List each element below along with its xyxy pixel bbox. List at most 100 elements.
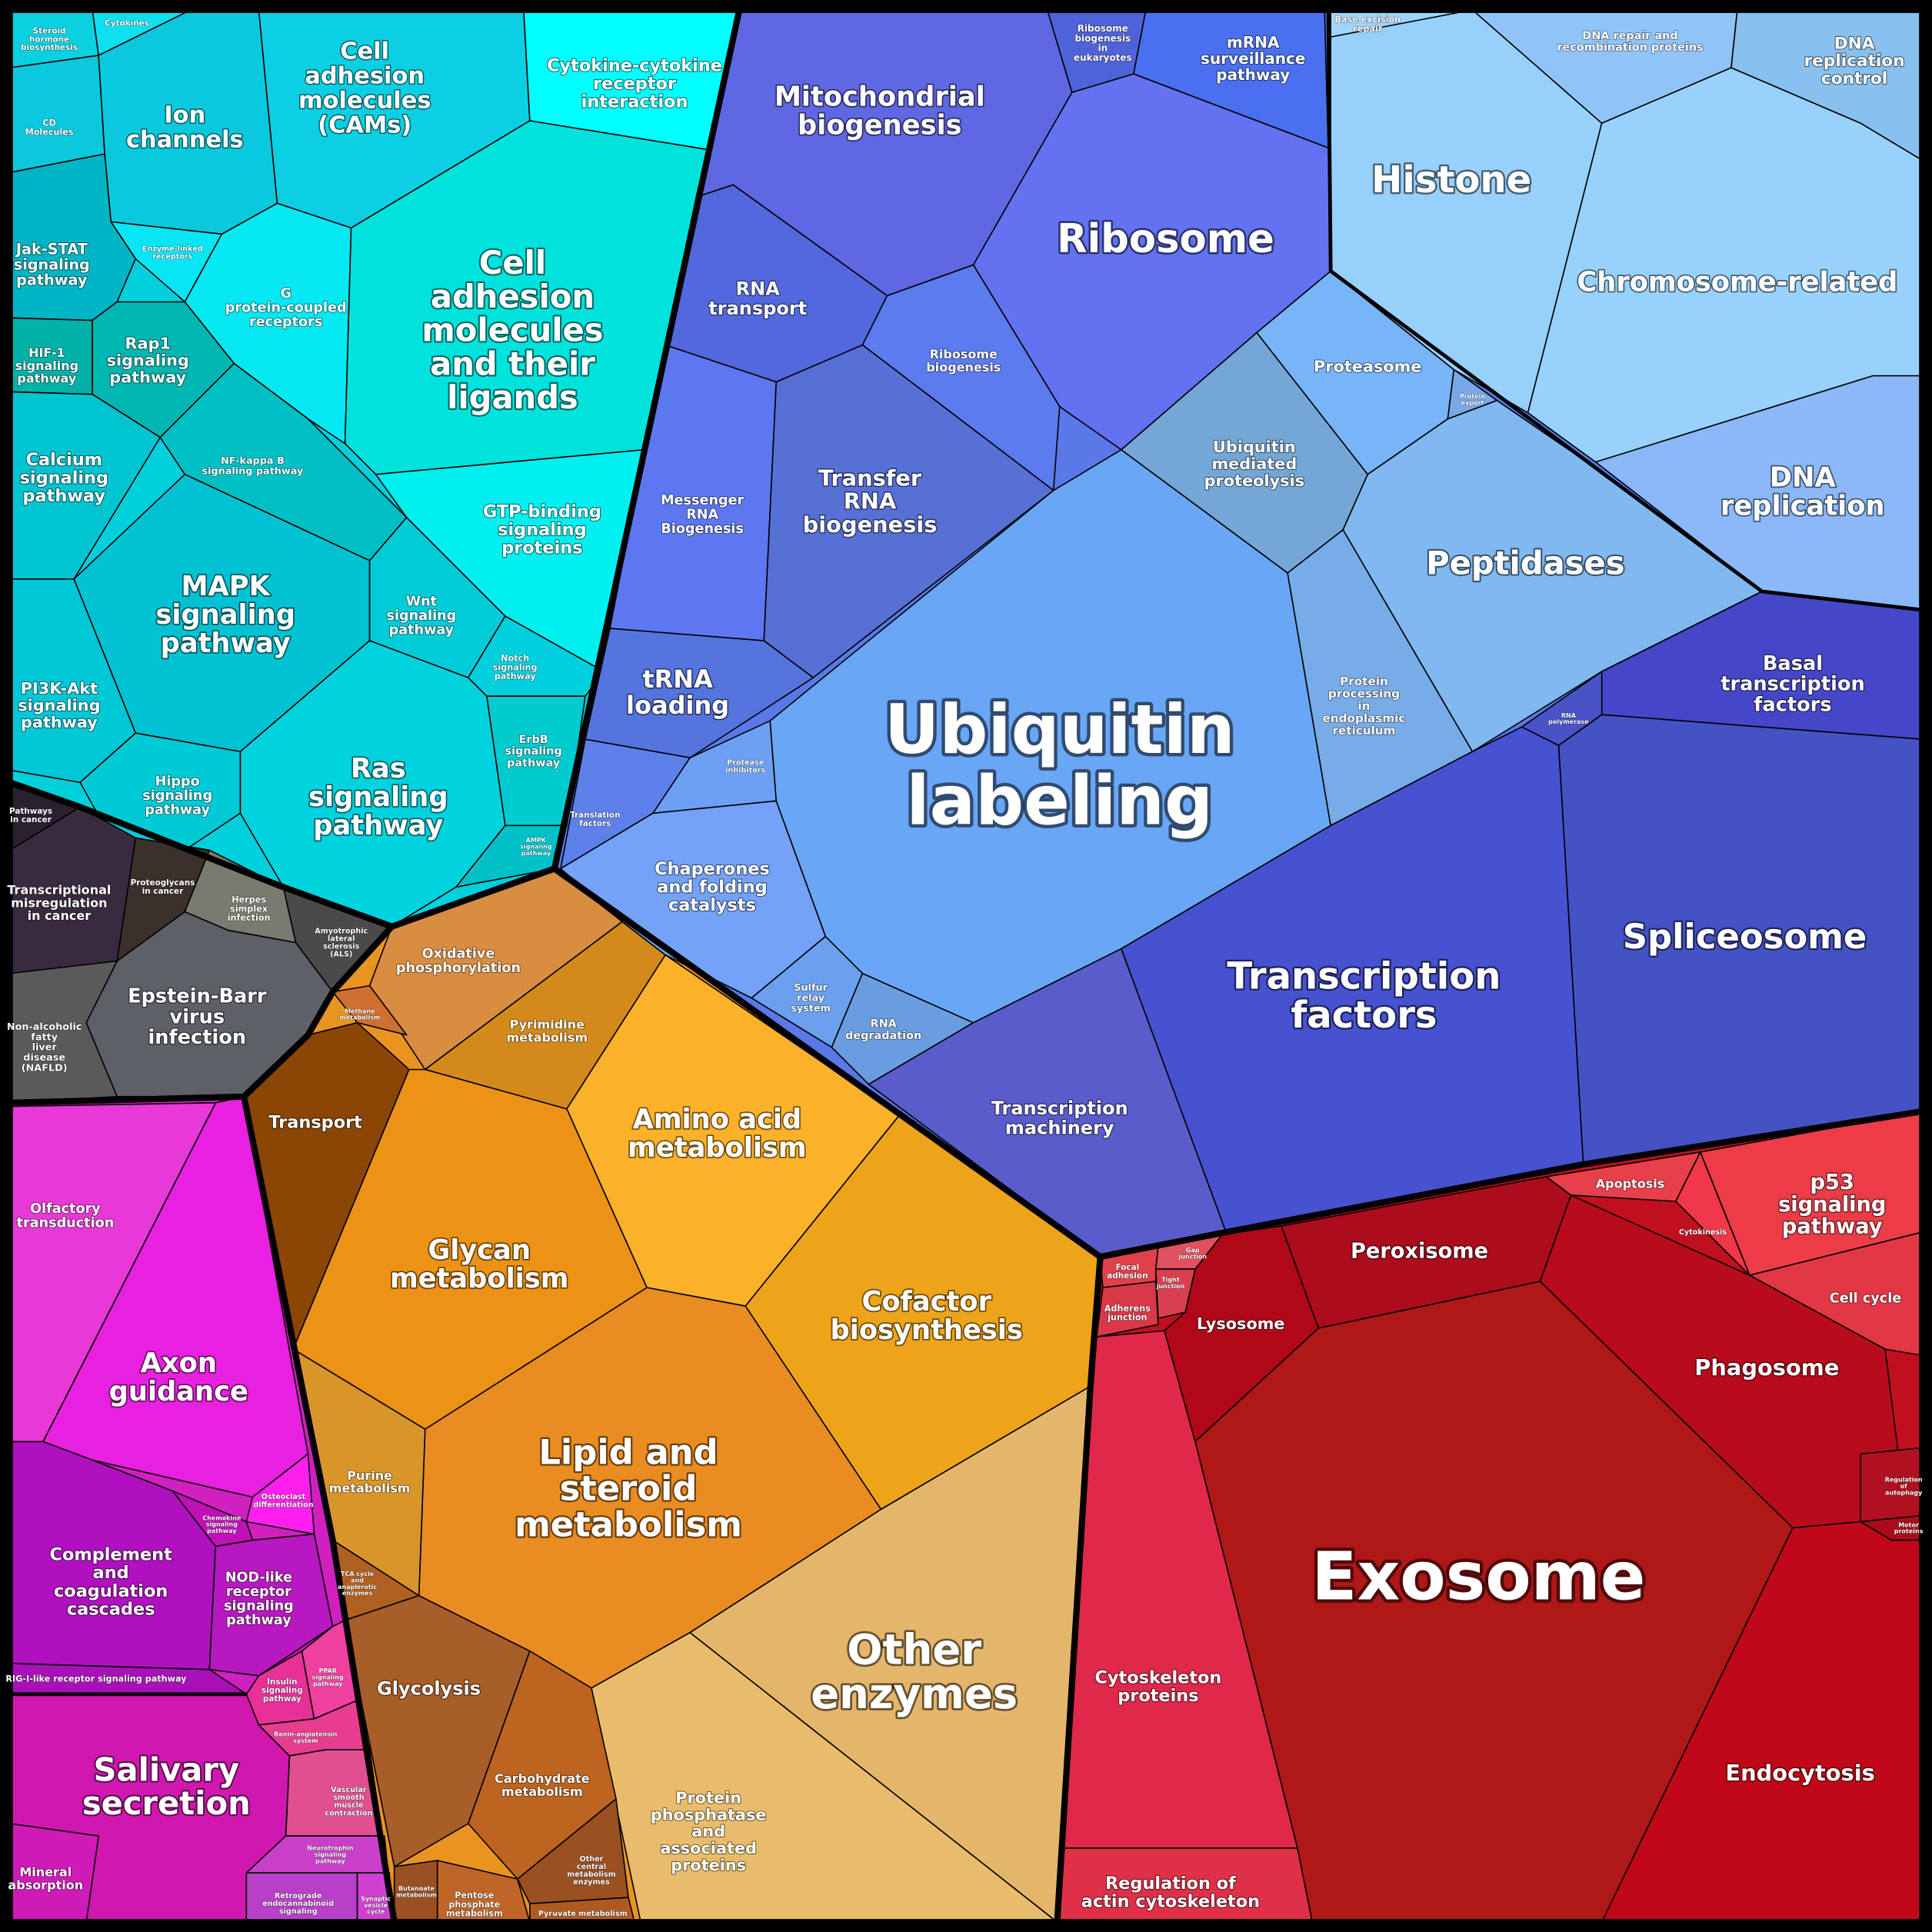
label-line: simplex	[230, 904, 268, 914]
label-line: virus	[170, 1005, 225, 1028]
label-line: GTP-binding	[483, 501, 601, 521]
label-line: Calcium	[26, 450, 103, 470]
label-line: coagulation	[54, 1581, 168, 1601]
label-line: cascades	[67, 1599, 155, 1619]
label-line: transduction	[17, 1215, 115, 1231]
label-line: labeling	[906, 761, 1213, 840]
label-line: proteins	[671, 1856, 746, 1874]
label-line: associated	[660, 1839, 757, 1857]
label-line: Purine	[347, 1467, 392, 1482]
label-line: pathway	[313, 810, 443, 841]
label-line: enzymes	[811, 1669, 1018, 1718]
label-line: Ribosome	[930, 346, 998, 361]
label-line: cycle	[367, 1908, 385, 1915]
label-line: Ion	[164, 102, 205, 128]
label-line: HIF-1	[28, 345, 65, 359]
label-line: Butanoate	[398, 1884, 435, 1891]
label-line: biogenesis	[926, 359, 1001, 374]
cell-label: Peroxisome	[1351, 1239, 1488, 1263]
cell-label: Cell adhesion molecules and their ligands	[421, 244, 603, 416]
label-line: machinery	[1005, 1117, 1114, 1138]
label-line: proteins	[1118, 1685, 1198, 1705]
label-line: Transcription	[991, 1098, 1128, 1119]
cell-label: Protein phosphatase and associated proteins	[651, 1788, 767, 1874]
label-line: Chromosome-related	[1577, 266, 1897, 298]
label-line: signaling	[493, 662, 538, 672]
cell-label: Cytokine-cytokine receptor interaction	[547, 55, 722, 112]
label-line: Molecules	[25, 127, 74, 137]
cell-label: Hippo signaling pathway	[142, 774, 212, 818]
label-line: signaling pathway	[202, 465, 303, 477]
label-line: proteins	[1894, 1527, 1924, 1534]
label-line: catalysts	[668, 895, 756, 915]
cell-label: TCA cycle and anaplerotic enzymes	[338, 1571, 377, 1597]
label-line: Ubiquitin	[884, 690, 1235, 769]
label-line: G	[280, 286, 291, 301]
label-line: metabolism	[390, 1263, 569, 1294]
label-line: signaling	[142, 788, 212, 804]
label-line: factors	[1291, 994, 1437, 1037]
label-line: mediated	[1211, 455, 1297, 473]
label-line: Proteoglycans	[131, 878, 195, 888]
cell-label: NOD-like receptor signaling pathway	[224, 1571, 294, 1629]
label-line: Synaptic	[361, 1895, 391, 1902]
label-line: receptor	[226, 1584, 291, 1600]
cell-label: Translation factors	[570, 811, 620, 828]
cell-label: Proteoglycans in cancer	[131, 878, 195, 896]
label-line: pathway	[521, 850, 551, 857]
cell-label: Chromosome-related	[1577, 266, 1897, 298]
label-line: Protease	[727, 758, 764, 767]
label-line: loading	[626, 691, 729, 720]
cell-label: Vascular smooth muscle contraction	[325, 1786, 372, 1817]
label-line: signaling	[520, 843, 552, 850]
label-line: in	[1098, 42, 1108, 53]
label-line: smooth	[333, 1794, 365, 1802]
label-line: Wnt	[406, 595, 438, 610]
label-line: PI3K-Akt	[21, 679, 98, 698]
label-line: Oxidative	[422, 946, 495, 961]
label-line: pathway	[263, 1694, 301, 1704]
label-line: pathway	[16, 271, 88, 288]
label-line: Basal	[1763, 652, 1823, 675]
label-line: secretion	[82, 1784, 251, 1822]
label-line: vesicle	[364, 1901, 388, 1908]
cell-label: Retrograde endocannabinoid signaling	[262, 1892, 334, 1916]
cell-label: mRNA surveillance pathway	[1201, 32, 1305, 83]
label-line: DNA	[1834, 34, 1875, 53]
label-line: RIG-I-like receptor signaling pathway	[5, 1674, 187, 1684]
label-line: receptors	[249, 315, 322, 330]
label-line: signaling	[387, 608, 457, 624]
label-line: signaling	[312, 1674, 345, 1681]
label-line: Steroid	[33, 26, 66, 35]
label-line: Cytokinesis	[1679, 1228, 1727, 1237]
cell-label: Herpes simplex infection	[228, 895, 271, 924]
label-line: RNA	[736, 278, 781, 300]
cell-label: RNA transport	[708, 278, 807, 319]
label-line: of	[1900, 1483, 1907, 1490]
cell-label: Wnt signaling pathway	[387, 595, 457, 638]
label-line: Ras	[351, 753, 406, 784]
label-line: Protein	[1460, 392, 1485, 399]
cell-label: Osteoclast differentiation	[253, 1493, 313, 1509]
label-line: biosynthesis	[21, 43, 78, 52]
label-line: channels	[126, 126, 244, 153]
cell-label: Protein processing in endoplasmic reticulum	[1322, 675, 1405, 738]
label-line: Cofactor	[861, 1286, 991, 1317]
cell-label: RNA polymerase	[1548, 711, 1589, 724]
label-line: actin cytoskeleton	[1081, 1891, 1260, 1911]
label-line: system	[293, 1737, 318, 1744]
cell-label: Transport	[268, 1112, 362, 1132]
cell-label: Non-alcoholic fatty liver disease (NAFLD)	[7, 1021, 82, 1074]
label-line: (CAMs)	[318, 112, 411, 138]
label-line: Motor	[1898, 1521, 1919, 1528]
label-line: Renin-angiotensin	[274, 1730, 338, 1737]
cell-label: Base excision repair	[1334, 15, 1401, 34]
label-line: RNA	[844, 488, 897, 515]
label-line: adhesion	[305, 62, 425, 89]
label-line: Neurotrophin	[307, 1844, 354, 1851]
label-line: surveillance	[1201, 48, 1305, 67]
label-line: biogenesis	[1074, 32, 1131, 43]
label-line: pathway	[1216, 65, 1290, 83]
label-line: Mitochondrial	[774, 81, 985, 112]
